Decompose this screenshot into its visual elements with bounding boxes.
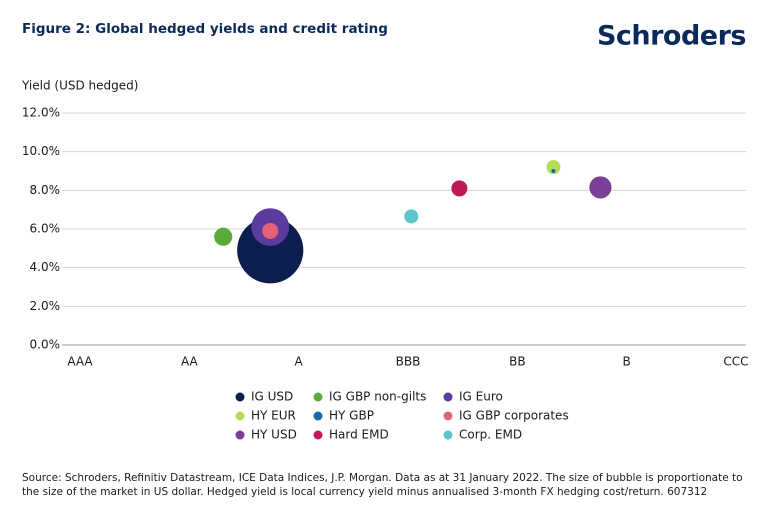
y-tick-label: 4.0% [30, 260, 61, 274]
legend-swatch [235, 392, 245, 402]
bubble [551, 168, 556, 174]
chart-title: Figure 2: Global hedged yields and credi… [22, 21, 388, 37]
x-tick-label: AA [181, 355, 199, 369]
legend-label: IG USD [251, 390, 293, 404]
legend-swatch [235, 430, 245, 440]
y-tick-label: 6.0% [30, 222, 61, 236]
x-tick-label: B [623, 355, 631, 369]
y-tick-label: 12.0% [22, 106, 60, 120]
legend-label: IG GBP corporates [459, 409, 569, 423]
source-note: Source: Schroders, Refinitiv Datastream,… [22, 472, 743, 498]
y-tick-label: 8.0% [30, 183, 61, 197]
logo: Schroders [597, 21, 746, 52]
x-tick-label: BBB [396, 355, 421, 369]
bubble [404, 209, 419, 224]
legend-swatch [313, 411, 323, 421]
bubble [589, 176, 612, 199]
legend-label: Hard EMD [329, 428, 389, 442]
x-tick-label: BB [509, 355, 525, 369]
y-tick-label: 2.0% [30, 299, 61, 313]
legend-swatch [443, 411, 453, 421]
x-tick-label: AAA [67, 355, 93, 369]
legend-swatch [313, 392, 323, 402]
x-tick-label: CCC [723, 355, 748, 369]
bubble [214, 227, 233, 246]
legend-swatch [443, 392, 453, 402]
legend-label: IG GBP non-gilts [329, 390, 426, 404]
chart: Figure 2: Global hedged yields and credi… [21, 21, 749, 442]
bubble [451, 180, 468, 197]
legend-swatch [313, 430, 323, 440]
legend-swatch [443, 430, 453, 440]
y-axis-label: Yield (USD hedged) [21, 79, 138, 93]
legend-label: HY USD [251, 428, 297, 442]
bubble [262, 222, 279, 239]
bubble [546, 160, 561, 175]
legend-label: HY EUR [251, 409, 296, 423]
legend-swatch [235, 411, 245, 421]
y-tick-label: 10.0% [22, 144, 60, 158]
y-tick-label: 0.0% [30, 338, 61, 352]
legend-label: HY GBP [329, 409, 374, 423]
x-tick-label: A [295, 355, 304, 369]
legend-label: IG Euro [459, 390, 503, 404]
legend-label: Corp. EMD [459, 428, 522, 442]
